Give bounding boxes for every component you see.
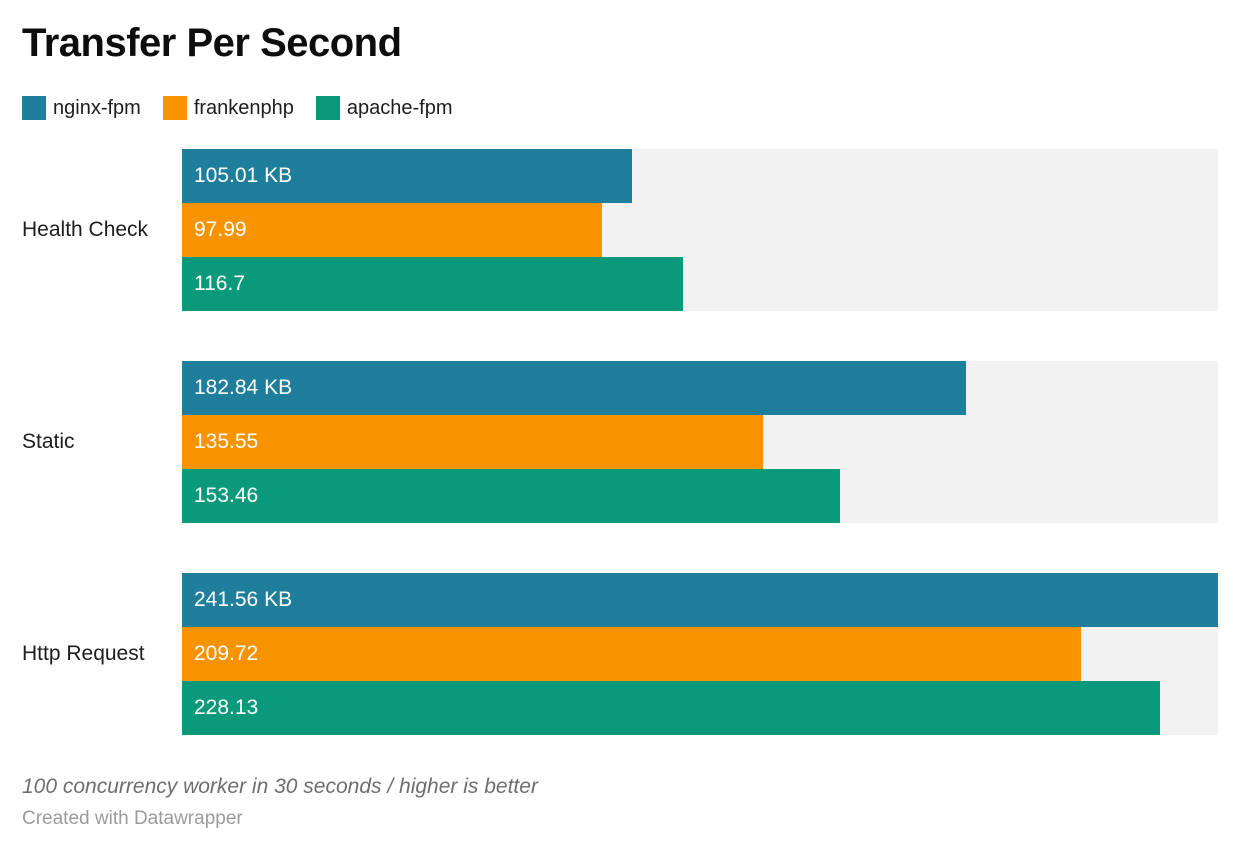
chart-card: Transfer Per Second nginx-fpm frankenphp a… [22,21,1218,830]
bar-nginx-fpm: 105.01 KB [182,149,633,203]
chart: Health Check 105.01 KB 97.99 116.7 Static 182… [22,149,1218,735]
bar-track: 228.13 [182,681,1218,735]
bar-nginx-fpm: 182.84 KB [182,361,967,415]
category-label: Http Request [22,642,145,665]
bar-frankenphp: 97.99 [182,203,603,257]
legend-item-label: frankenphp [193,96,294,119]
bar-value-label: 116.7 [194,272,245,295]
legend-item-apache-fpm: apache-fpm [315,96,453,120]
bar-group: Static 182.84 KB 135.55 153.46 [22,361,1218,523]
footer: 100 concurrency worker in 30 seconds / h… [22,775,1218,830]
legend: nginx-fpm frankenphp apache-fpm [22,96,1218,120]
footer-credit: Created with Datawrapper [22,808,243,829]
legend-swatch-icon [315,96,340,120]
legend-swatch-icon [22,96,46,120]
bar-track: 116.7 [182,257,1218,311]
legend-swatch-icon [162,96,187,120]
bar-track: 105.01 KB [182,149,1218,203]
legend-item-label: apache-fpm [346,96,453,119]
footer-note: 100 concurrency worker in 30 seconds / h… [22,775,538,798]
bar-apache-fpm: 228.13 [182,681,1161,735]
bar-track: 209.72 [182,627,1218,681]
bar-track: 135.55 [182,415,1218,469]
page-title: Transfer Per Second [22,21,402,65]
bar-apache-fpm: 153.46 [182,469,841,523]
bar-nginx-fpm: 241.56 KB [182,573,1218,627]
bar-value-label: 182.84 KB [194,376,293,399]
bar-track: 241.56 KB [182,573,1218,627]
bar-stack: 241.56 KB 209.72 228.13 [182,573,1218,735]
legend-item-label: nginx-fpm [53,96,141,119]
bar-value-label: 228.13 [194,696,259,719]
bar-group: Health Check 105.01 KB 97.99 116.7 [22,149,1218,311]
bar-value-label: 153.46 [194,484,259,507]
bar-value-label: 241.56 KB [194,588,293,611]
legend-item-nginx-fpm: nginx-fpm [22,96,141,120]
legend-item-frankenphp: frankenphp [162,96,294,120]
bar-frankenphp: 209.72 [182,627,1082,681]
bar-track: 153.46 [182,469,1218,523]
bar-stack: 182.84 KB 135.55 153.46 [182,361,1218,523]
bar-track: 182.84 KB [182,361,1218,415]
bar-value-label: 97.99 [194,218,247,241]
bar-value-label: 135.55 [194,430,259,453]
bar-value-label: 105.01 KB [194,164,293,187]
bar-stack: 105.01 KB 97.99 116.7 [182,149,1218,311]
bar-group: Http Request 241.56 KB 209.72 228.13 [22,573,1218,735]
bar-track: 97.99 [182,203,1218,257]
category-label: Static [22,430,75,453]
bar-apache-fpm: 116.7 [182,257,683,311]
category-label: Health Check [22,218,149,241]
bar-frankenphp: 135.55 [182,415,764,469]
bar-value-label: 209.72 [194,642,259,665]
